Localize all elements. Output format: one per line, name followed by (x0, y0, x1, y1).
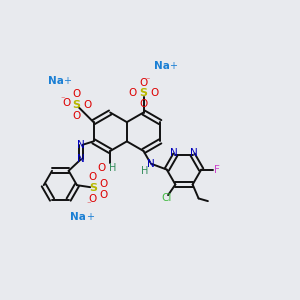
Text: O: O (140, 99, 148, 109)
Text: O: O (100, 179, 108, 189)
Text: Cl: Cl (161, 194, 171, 203)
Text: N: N (77, 154, 85, 164)
Text: ⁻: ⁻ (60, 94, 64, 103)
Text: Na: Na (154, 61, 170, 71)
Text: O: O (98, 163, 106, 172)
Text: O: O (128, 88, 137, 98)
Text: +: + (63, 76, 71, 86)
Text: N: N (77, 140, 85, 150)
Text: O: O (150, 88, 159, 98)
Text: H: H (109, 163, 116, 172)
Text: S: S (89, 183, 97, 193)
Text: Na: Na (70, 212, 86, 222)
Text: N: N (147, 159, 155, 169)
Text: O: O (88, 172, 96, 182)
Text: H: H (141, 166, 148, 176)
Text: +: + (85, 212, 94, 222)
Text: O: O (72, 111, 80, 121)
Text: O: O (83, 100, 91, 110)
Text: N: N (190, 148, 198, 158)
Text: +: + (169, 61, 177, 71)
Text: ⁻: ⁻ (86, 199, 90, 208)
Text: O: O (140, 78, 148, 88)
Text: O: O (88, 194, 96, 204)
Text: ⁻: ⁻ (145, 75, 150, 84)
Text: Na: Na (48, 76, 64, 86)
Text: O: O (72, 89, 80, 99)
Text: O: O (100, 190, 108, 200)
Text: N: N (170, 148, 178, 158)
Text: O: O (62, 98, 70, 108)
Text: S: S (140, 88, 148, 98)
Text: S: S (72, 100, 80, 110)
Text: F: F (214, 165, 220, 175)
